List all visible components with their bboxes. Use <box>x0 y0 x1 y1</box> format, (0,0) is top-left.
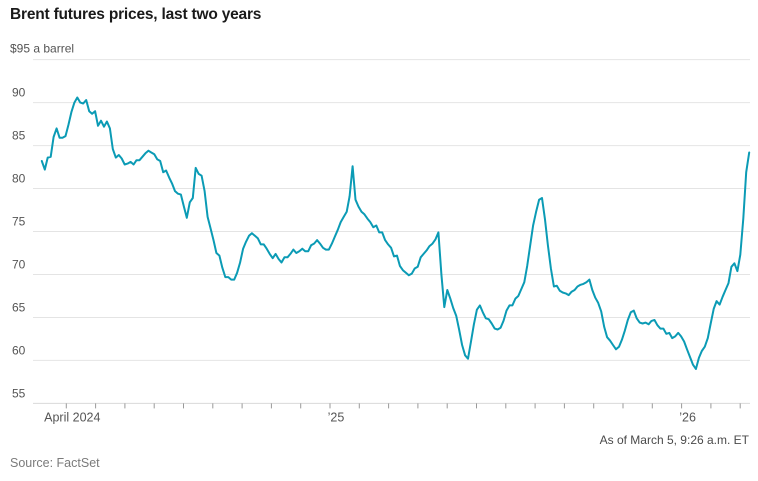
y-axis-label-70: 70 <box>12 257 26 271</box>
x-axis-label-2: ’25 <box>328 410 345 424</box>
y-axis-label-75: 75 <box>12 215 26 229</box>
y-axis-label-90: 90 <box>12 86 26 100</box>
y-axis-label-85: 85 <box>12 129 26 143</box>
y-axis-label-55: 55 <box>12 386 26 400</box>
x-axis-label-3: ’26 <box>679 410 696 424</box>
price-line <box>40 96 751 370</box>
chart-title: Brent futures prices, last two years <box>10 6 262 23</box>
y-axis-unit-label: $95 a barrel <box>10 42 74 56</box>
y-axis-label-65: 65 <box>12 300 26 314</box>
as-of-timestamp: As of March 5, 9:26 a.m. ET <box>599 433 749 447</box>
x-axis-label-1: April 2024 <box>44 410 100 424</box>
y-axis-label-60: 60 <box>12 343 26 357</box>
y-axis-label-80: 80 <box>12 172 26 186</box>
source-attribution: Source: FactSet <box>10 456 100 470</box>
